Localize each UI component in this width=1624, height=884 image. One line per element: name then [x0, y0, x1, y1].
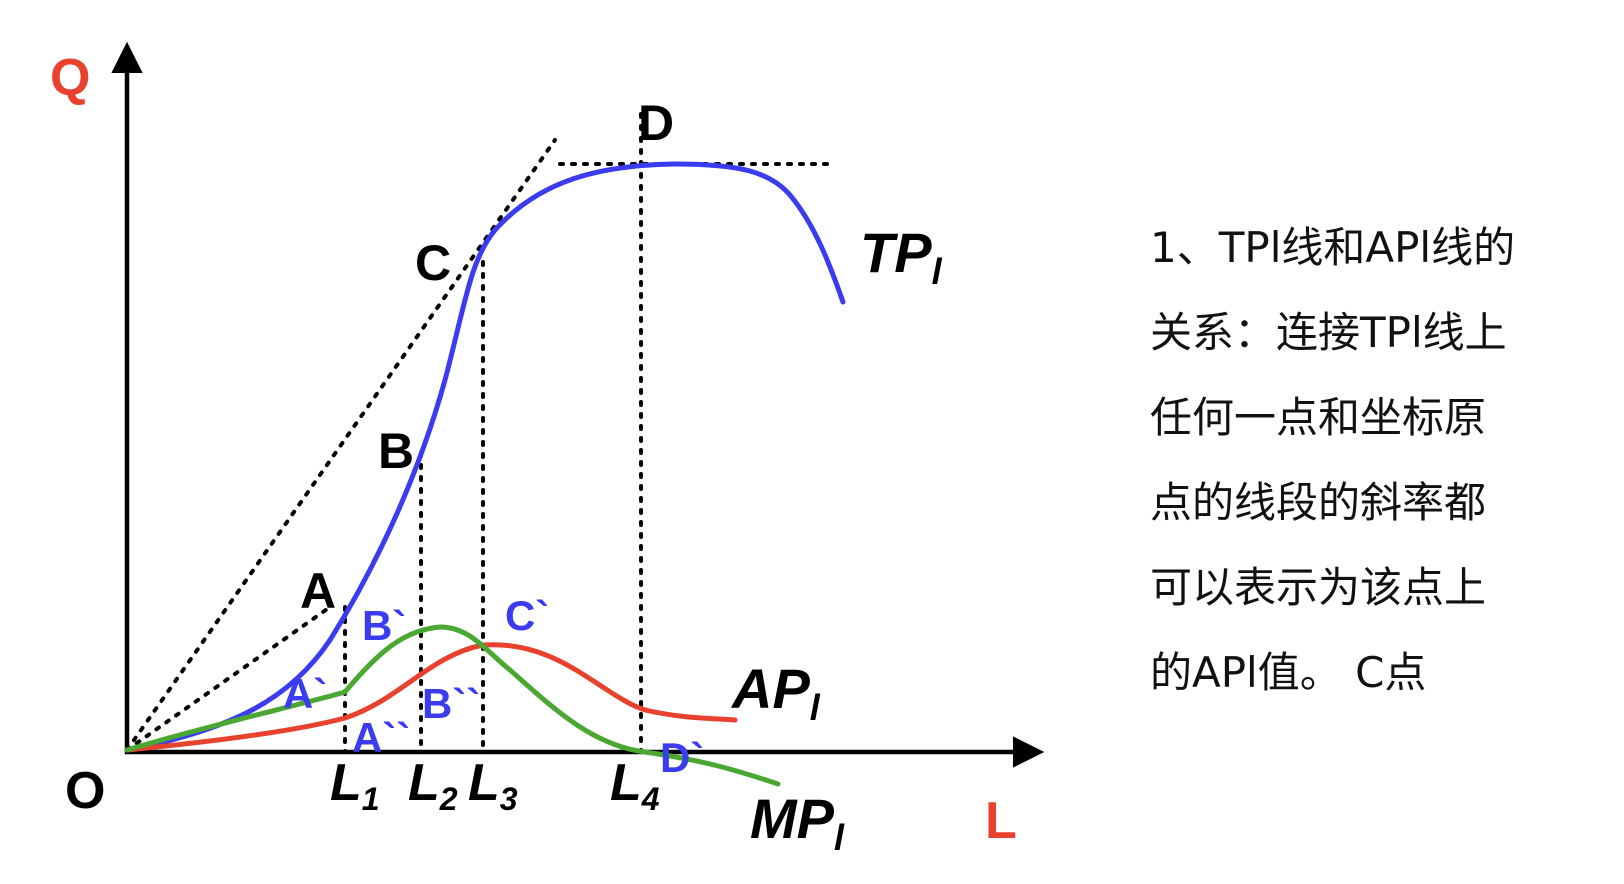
x-tick-l3: L3	[468, 754, 518, 817]
point-a: A	[300, 563, 336, 619]
explanation-text: 1、TPl线和APl线的 关系：连接TPl线上 任何一点和坐标原 点的线段的斜率…	[1150, 205, 1560, 715]
note-line: 点的线段的斜率都	[1150, 478, 1487, 527]
mp-curve	[124, 624, 781, 787]
note-line: 的APl值。 C点	[1150, 648, 1427, 697]
mp-curve-label: MPl	[750, 787, 845, 858]
point-b: B	[378, 423, 414, 479]
note-line: 任何一点和坐标原	[1150, 393, 1487, 442]
point-b-prime: B`	[362, 602, 406, 649]
point-d-prime: D`	[660, 734, 704, 781]
ap-curve	[124, 642, 738, 753]
x-tick-l1: L1	[330, 754, 380, 817]
tp-curve-label: TPl	[860, 221, 943, 292]
point-c-prime: C`	[505, 592, 549, 639]
note-line: 可以表示为该点上	[1150, 563, 1487, 612]
tp-curve	[124, 161, 846, 753]
origin-label: O	[65, 762, 105, 820]
ap-curve-label: APl	[730, 657, 821, 728]
ray-to-c	[125, 138, 557, 752]
x-tick-l2: L2	[408, 754, 458, 817]
guide-lines	[125, 112, 832, 754]
point-b-double-prime: B``	[422, 680, 480, 727]
y-axis-label: Q	[50, 49, 90, 107]
point-a-double-prime: A``	[352, 714, 410, 761]
point-d: D	[638, 95, 674, 151]
point-a-prime: A`	[283, 670, 327, 717]
x-axis-label: L	[985, 792, 1017, 850]
point-c: C	[415, 235, 451, 291]
note-line: 1、TPl线和APl线的	[1150, 223, 1516, 272]
ray-to-a	[125, 605, 332, 752]
note-line: 关系：连接TPl线上	[1150, 308, 1507, 357]
x-tick-l4: L4	[610, 754, 660, 817]
